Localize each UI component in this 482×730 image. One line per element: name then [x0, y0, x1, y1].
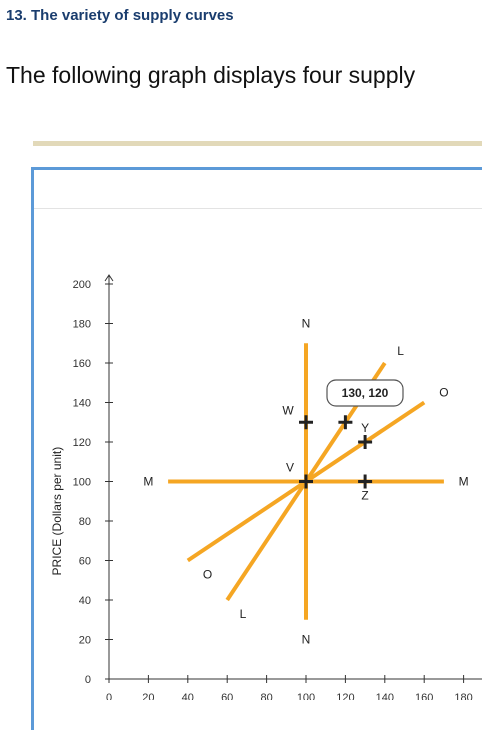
curve-label-M: M — [143, 475, 153, 489]
curve-label-N: N — [302, 633, 311, 647]
y-tick-label: 60 — [79, 556, 91, 568]
x-tick-label: 80 — [260, 692, 272, 700]
curve-label-M: M — [459, 475, 469, 489]
curve-label-L: L — [397, 344, 404, 358]
point-label-W: W — [282, 403, 294, 417]
x-tick-label: 0 — [106, 692, 112, 700]
x-tick-label: 20 — [142, 692, 154, 700]
curve-label-O: O — [439, 386, 448, 400]
y-tick-label: 80 — [79, 516, 91, 528]
x-tick-label: 120 — [336, 692, 354, 700]
y-axis-title: PRICE (Dollars per unit) — [50, 447, 64, 576]
y-tick-label: 160 — [73, 358, 91, 370]
chart-labels: N N M M L L O O V W Y Z 130, 120 — [143, 317, 468, 647]
graph-panel — [31, 167, 482, 730]
y-tick-label: 140 — [73, 398, 91, 410]
point-marker-V — [299, 474, 313, 489]
point-marker-X — [338, 415, 353, 430]
y-tick-label: 20 — [79, 635, 91, 647]
supply-curves-chart: 0 20 40 60 80 100 120 140 160 180 200 0 20 40 60 80 100 1… — [50, 274, 482, 700]
point-label-V: V — [286, 461, 294, 475]
point-label-Z: Z — [361, 489, 368, 503]
y-tick-label: 0 — [85, 674, 91, 686]
callout-text: 130, 120 — [342, 386, 389, 400]
y-tick-label: 40 — [79, 595, 91, 607]
x-tick-label: 100 — [297, 692, 315, 700]
y-axis-arrow — [104, 274, 114, 282]
x-tick-label: 180 — [454, 692, 472, 700]
y-tick-label: 200 — [73, 279, 91, 291]
callout-box — [326, 379, 404, 407]
question-title: 13. The variety of supply curves — [6, 7, 234, 24]
point-marker-W — [299, 415, 313, 430]
divider — [33, 141, 482, 146]
x-tick-label: 140 — [376, 692, 394, 700]
graph-toolbar-strip — [34, 170, 482, 209]
curve-label-N: N — [302, 317, 311, 331]
x-tick-label: 160 — [415, 692, 433, 700]
y-tick-label: 120 — [73, 437, 91, 449]
x-tick-label: 60 — [221, 692, 233, 700]
curve-label-L: L — [240, 607, 247, 621]
y-tick-label: 180 — [73, 319, 91, 331]
point-marker-Z — [358, 474, 373, 489]
y-tick-label: 100 — [73, 477, 91, 489]
point-label-Y: Y — [361, 421, 369, 435]
chart-axes: 0 20 40 60 80 100 120 140 160 180 200 0 20 40 60 80 100 1… — [50, 274, 482, 700]
intro-text: The following graph displays four supply — [6, 62, 416, 88]
chart-points — [299, 415, 373, 489]
curve-label-O: O — [203, 567, 212, 581]
point-marker-Y — [358, 435, 373, 449]
x-tick-label: 40 — [182, 692, 194, 700]
